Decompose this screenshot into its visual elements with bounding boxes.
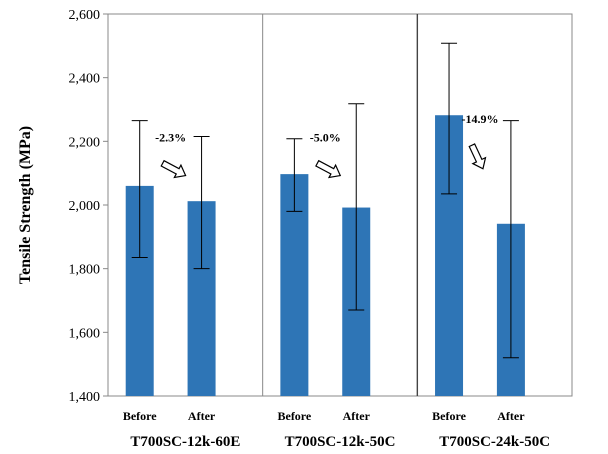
category-label: After (343, 409, 371, 423)
category-label: After (497, 409, 525, 423)
y-tick-label: 1,800 (69, 263, 101, 278)
y-tick-label: 2,000 (69, 199, 101, 214)
change-label: -14.9% (461, 112, 498, 126)
category-label: Before (277, 409, 311, 423)
y-tick-label: 2,200 (69, 135, 101, 150)
decrease-arrow-icon (160, 159, 187, 179)
group-label: T700SC-12k-60E (130, 434, 240, 450)
y-tick-label: 1,600 (69, 326, 101, 341)
group-label: T700SC-12k-50C (285, 434, 396, 450)
decrease-arrow-icon (315, 159, 342, 179)
change-label: -5.0% (310, 130, 341, 144)
y-tick-label: 2,400 (69, 72, 101, 87)
decrease-arrow-icon (468, 143, 487, 170)
category-label: After (188, 409, 216, 423)
arrow-shape (315, 159, 342, 179)
category-label: Before (432, 409, 466, 423)
y-tick-label: 1,400 (69, 390, 101, 405)
arrow-shape (160, 159, 187, 179)
plot-area: 1,400 1,600 1,800 2,000 2,200 2,400 2,600 Befor… (69, 8, 573, 450)
group-label: T700SC-24k-50C (439, 434, 550, 450)
y-tick-label: 2,600 (69, 8, 101, 23)
y-axis-label: Tensile Strength (MPa) (17, 126, 34, 284)
change-label: -2.3% (155, 130, 186, 144)
category-label: Before (123, 409, 157, 423)
arrow-shape (468, 143, 487, 170)
